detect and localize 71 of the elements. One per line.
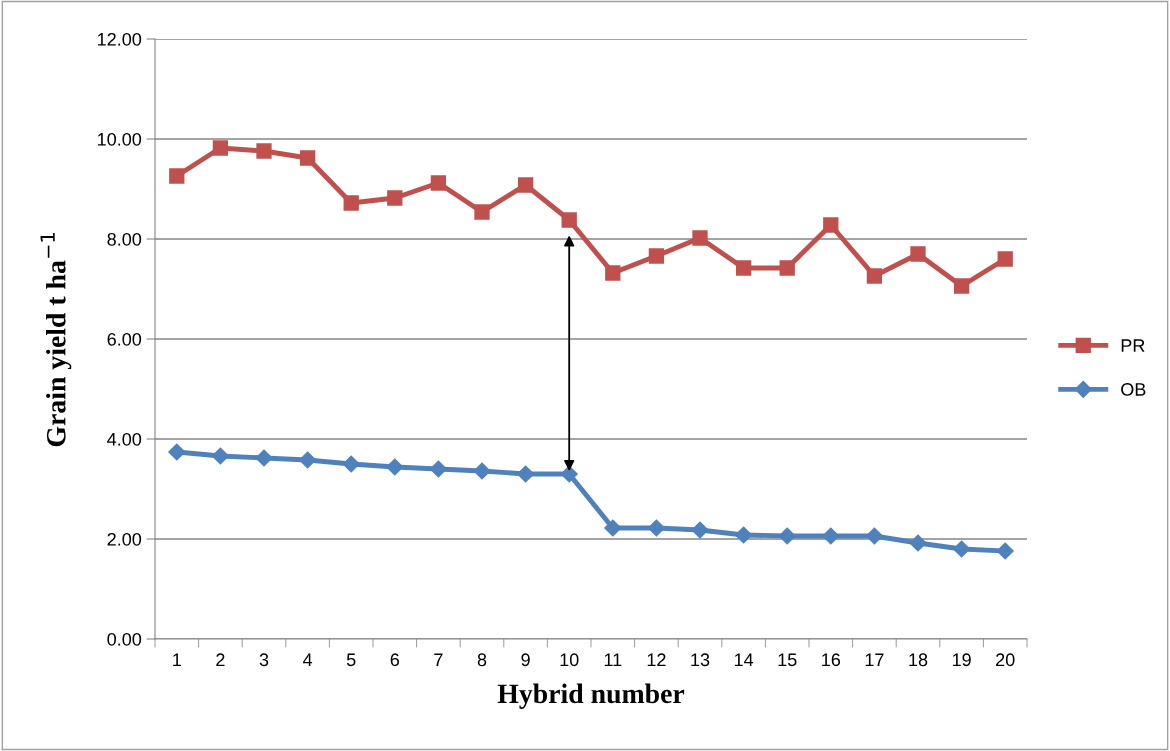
y-axis-title: Grain yield t ha$^{−1}$: [40, 232, 72, 447]
point: [386, 458, 404, 476]
y-tick-label: 12.00: [98, 32, 142, 46]
x-tick-label: 20: [996, 653, 1015, 667]
point: [691, 521, 709, 539]
point: [953, 540, 971, 558]
point: [605, 265, 621, 281]
x-tick-label: 3: [259, 653, 269, 667]
x-tick-label: 9: [521, 653, 530, 667]
point: [910, 246, 926, 262]
point: [430, 175, 447, 191]
x-tick-label: 7: [434, 653, 443, 666]
point: [692, 230, 708, 246]
point: [299, 150, 316, 166]
x-tick-label: 15: [778, 653, 797, 667]
x-tick-label: 10: [560, 653, 579, 667]
x-tick-label: 18: [909, 653, 928, 667]
point: [823, 217, 839, 233]
point: [474, 204, 490, 220]
point: [169, 168, 185, 184]
x-tick-label: 13: [691, 653, 710, 667]
x-tick-label: 17: [865, 653, 884, 666]
point: [735, 260, 752, 276]
point: [647, 519, 665, 537]
point: [256, 143, 272, 159]
point: [342, 455, 360, 473]
point: [735, 526, 753, 544]
y-tick-label: 4.00: [107, 432, 142, 446]
point: [779, 260, 795, 276]
point: [866, 268, 883, 284]
point: [560, 465, 578, 483]
legend-label: OB: [1121, 383, 1146, 396]
x-tick-label: 4: [302, 653, 313, 666]
x-tick-label: 1: [173, 653, 181, 666]
point: [212, 140, 229, 156]
point: [255, 449, 273, 467]
point: [299, 451, 317, 469]
point: [604, 519, 622, 537]
x-tick-label: 6: [390, 653, 400, 667]
point: [953, 278, 970, 294]
x-tick-label: 8: [477, 653, 487, 667]
x-tick-label: 14: [734, 653, 754, 666]
point: [429, 460, 447, 478]
y-tick-label: 0.00: [107, 632, 142, 646]
point: [865, 527, 883, 545]
point: [822, 527, 840, 545]
point: [387, 190, 403, 206]
point: [473, 462, 491, 480]
y-tick-label: 2.00: [107, 532, 142, 546]
point: [517, 177, 534, 193]
point: [561, 212, 577, 228]
x-tick-label: 5: [346, 653, 356, 667]
point: [211, 447, 229, 465]
point: [343, 195, 359, 211]
x-tick-label: 16: [822, 653, 841, 667]
point: [517, 465, 535, 483]
point: [778, 527, 796, 545]
x-tick-label: 12: [647, 653, 666, 666]
y-tick-label: 6.00: [107, 332, 142, 346]
legend-label: PR: [1121, 339, 1145, 352]
point: [168, 443, 186, 461]
x-tick-label: 19: [952, 653, 971, 667]
point: [997, 251, 1013, 267]
x-tick-label: 2: [216, 653, 225, 666]
x-tick-label: 11: [604, 653, 622, 666]
point: [996, 542, 1014, 560]
point: [909, 534, 927, 552]
y-tick-label: 8.00: [107, 232, 142, 246]
y-tick-label: 10.00: [98, 132, 142, 146]
x-axis-title: Hybrid number: [497, 683, 685, 709]
point: [648, 248, 665, 264]
